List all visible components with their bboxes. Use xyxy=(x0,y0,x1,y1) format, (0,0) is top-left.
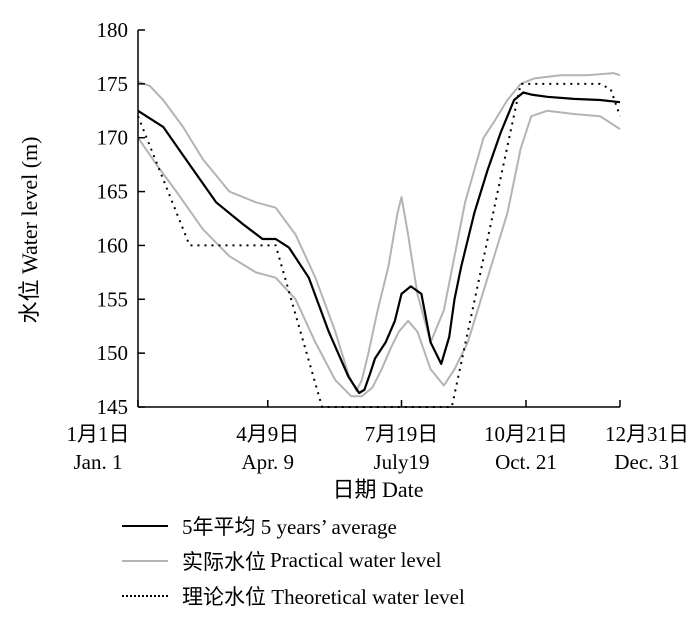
series-line-average xyxy=(137,91,621,395)
legend: 5年平均 5 years’ average 实际水位 Practical wat… xyxy=(122,508,465,613)
legend-sample-solid-black xyxy=(122,524,168,527)
x-tick-label-cn-365: 12月31日 xyxy=(605,422,689,446)
x-tick-label-en-1: Jan. 1 xyxy=(74,450,123,474)
legend-label-practical-en: Practical water level xyxy=(270,548,442,572)
x-tick-label-en-99: Apr. 9 xyxy=(242,450,295,474)
y-tick-label-180: 180 xyxy=(97,18,129,42)
x-tick-label-en-200: July19 xyxy=(374,450,430,474)
x-tick-label-en-365: Dec. 31 xyxy=(614,450,679,474)
x-tick-label-cn-1: 1月1日 xyxy=(67,422,130,446)
y-tick-label-170: 170 xyxy=(97,126,129,150)
x-tick-label-en-294: Oct. 21 xyxy=(495,450,557,474)
legend-label-practical-cn: 实际水位 xyxy=(182,549,266,574)
legend-item-average: 5年平均 5 years’ average xyxy=(122,508,465,543)
y-tick-label-160: 160 xyxy=(97,233,129,257)
series-line-practical-upper xyxy=(137,72,621,392)
water-level-chart: 145 150 155 160 165 170 175 180 1月1日 Jan. 1 4月9日 Ap… xyxy=(17,18,690,502)
legend-sample-solid-gray xyxy=(122,559,168,562)
plot-marks xyxy=(137,72,621,408)
x-tick-label-cn-200: 7月19日 xyxy=(365,422,439,446)
series-line-theoretical xyxy=(137,82,621,408)
legend-sample-dotted xyxy=(122,594,168,597)
y-tick-label-145: 145 xyxy=(97,395,129,419)
y-axis-title: 水位 Water level (m) xyxy=(17,137,42,324)
y-tick-label-175: 175 xyxy=(97,72,129,96)
axes xyxy=(137,29,621,408)
legend-item-practical: 实际水位 Practical water level xyxy=(122,543,465,578)
x-axis-title: 日期 Date xyxy=(332,477,423,502)
x-tick-label-cn-294: 10月21日 xyxy=(484,422,568,446)
y-tick-label-150: 150 xyxy=(97,341,129,365)
legend-item-theoretical: 理论水位 Theoretical water level xyxy=(122,578,465,613)
legend-label-theoretical: 理论水位 Theoretical water level xyxy=(182,584,465,609)
legend-label-average: 5年平均 5 years’ average xyxy=(182,514,397,539)
y-tick-label-155: 155 xyxy=(97,287,129,311)
series-line-practical-lower xyxy=(137,109,621,398)
x-tick-label-cn-99: 4月9日 xyxy=(236,422,299,446)
tick-labels: 145 150 155 160 165 170 175 180 1月1日 Jan. 1 4月9日 Ap… xyxy=(67,18,690,474)
y-tick-label-165: 165 xyxy=(97,180,129,204)
